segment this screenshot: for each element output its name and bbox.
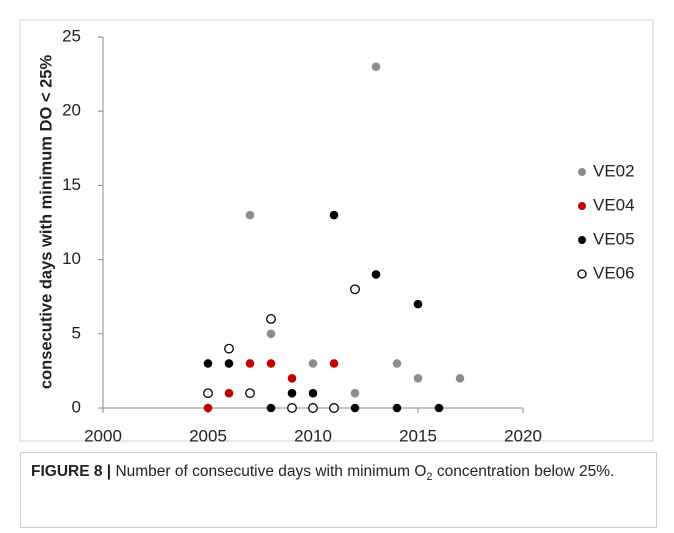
point <box>371 62 381 71</box>
point <box>350 403 360 413</box>
point <box>266 359 276 368</box>
y-axis-label: consecutive days with minimum DO < 25% <box>37 55 55 390</box>
point <box>287 403 297 413</box>
caption-text: Number of consecutive days with minimum … <box>115 463 427 480</box>
point <box>434 403 444 413</box>
point <box>308 403 318 413</box>
x-tick-label: 2020 <box>504 426 542 445</box>
y-tick-label: 0 <box>72 397 81 416</box>
x-tick-label: 2010 <box>294 426 332 445</box>
point <box>308 359 318 368</box>
point <box>266 329 276 339</box>
caption-subscript: 2 <box>426 471 433 484</box>
legend-label: VE04 <box>593 195 635 214</box>
x-tick-label: 2000 <box>84 426 122 445</box>
y-tick-label: 15 <box>62 175 81 194</box>
point <box>266 403 276 413</box>
chart: consecutive days with minimum DO < 25% 0… <box>19 19 654 445</box>
point <box>203 359 213 368</box>
legend-label: VE02 <box>593 161 635 180</box>
x-tick-label: 2015 <box>399 426 437 445</box>
point <box>287 374 297 383</box>
point <box>329 403 339 413</box>
point <box>224 343 234 354</box>
caption-label: FIGURE 8 | <box>31 463 112 480</box>
legend-marker <box>578 236 586 244</box>
point <box>455 374 465 383</box>
point <box>350 388 360 398</box>
y-tick-label: 25 <box>62 26 81 45</box>
point <box>203 403 213 413</box>
chart-border <box>19 19 654 442</box>
point <box>308 388 318 398</box>
caption: FIGURE 8 | Number of consecutive days wi… <box>20 452 657 528</box>
legend-label: VE06 <box>593 263 635 282</box>
point <box>350 284 360 295</box>
point <box>245 359 255 368</box>
caption-text: concentration below 25%. <box>432 463 615 480</box>
point <box>413 299 423 309</box>
point <box>329 210 339 220</box>
point <box>371 270 381 279</box>
y-tick-label: 10 <box>62 249 81 268</box>
point <box>224 359 234 368</box>
point <box>392 359 402 368</box>
point <box>245 388 255 399</box>
y-tick-label: 20 <box>62 101 81 120</box>
point <box>266 314 276 324</box>
point <box>203 388 213 399</box>
legend-label: VE05 <box>593 229 635 248</box>
x-tick-label: 2005 <box>189 426 227 445</box>
legend-marker <box>577 269 587 279</box>
point <box>413 374 423 383</box>
y-tick-label: 5 <box>72 323 81 342</box>
legend-marker <box>578 202 586 210</box>
point <box>287 388 297 398</box>
point <box>245 210 255 220</box>
legend-marker <box>578 168 586 176</box>
point <box>392 403 402 413</box>
point <box>224 388 234 398</box>
point <box>329 359 339 368</box>
